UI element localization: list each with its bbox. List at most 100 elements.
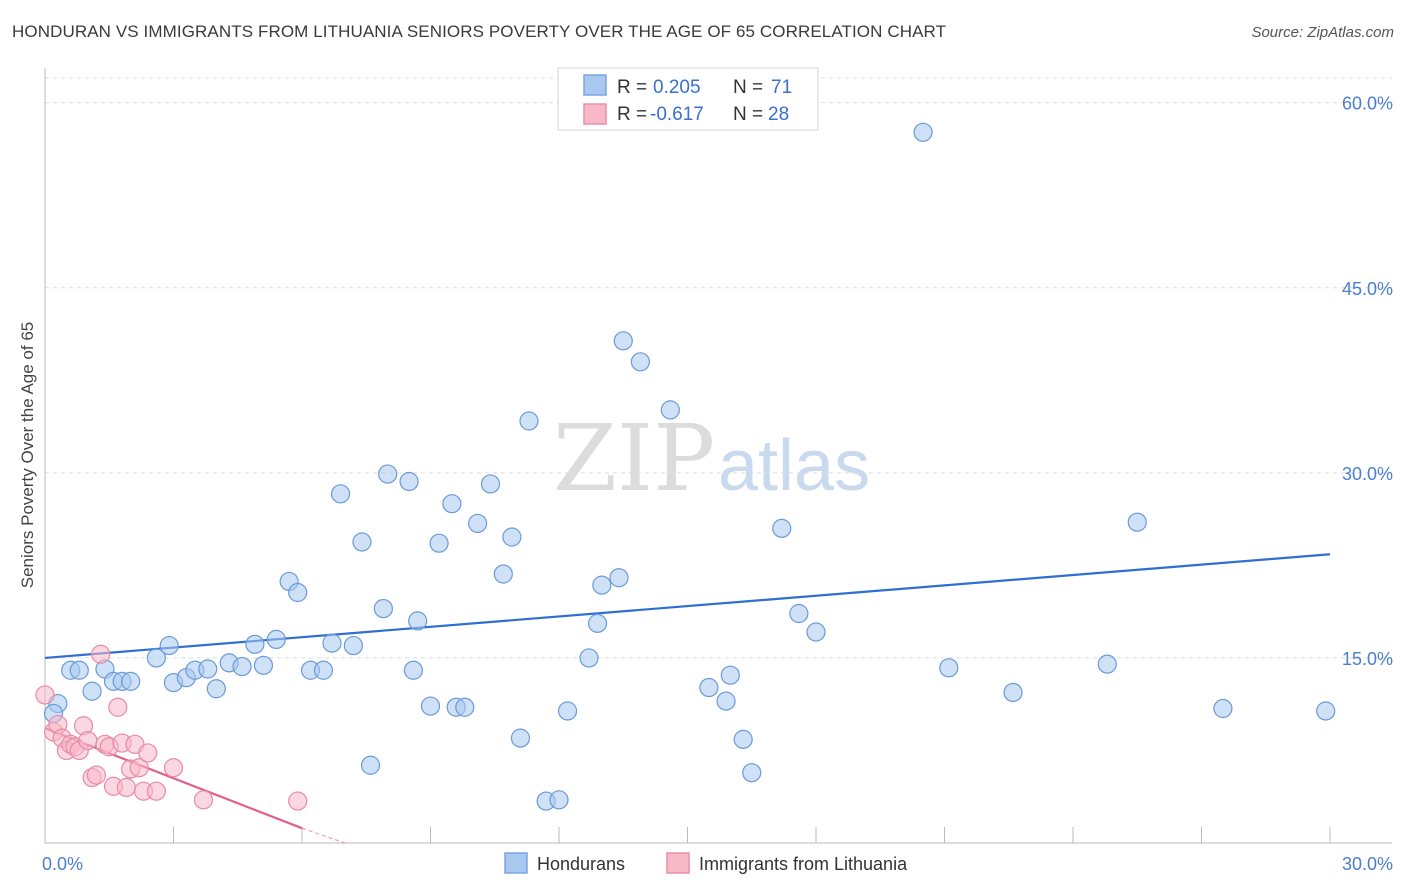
bottom-legend-swatch-lithuania [666,852,690,874]
point-s0-17 [245,634,265,654]
point-s0-33 [408,611,428,631]
legend-n-label-lithuania: N = [733,104,763,125]
point-s0-60 [772,518,792,538]
point-s1-21 [129,758,149,778]
point-s0-27 [352,532,372,552]
trend-lines [44,553,1331,844]
point-s0-18 [253,655,274,675]
point-s0-63 [913,122,933,142]
source-credit: Source: ZipAtlas.com [1251,24,1394,41]
point-s0-8 [146,648,166,668]
point-s0-52 [613,331,633,351]
point-s1-24 [146,781,166,801]
point-s0-44 [519,411,539,431]
point-s0-62 [806,622,826,642]
x-tick-label-max: 30.0% [1342,854,1393,874]
point-s0-36 [442,494,462,514]
bottom-legend-swatch-hondurans [504,852,528,874]
point-s1-12 [91,644,111,664]
legend-r-value-hondurans: 0.205 [653,77,701,98]
watermark-atlas: atlas [718,426,870,506]
point-s0-50 [592,575,612,595]
trend-line-dashed-1 [301,827,346,844]
point-s0-32 [403,660,423,680]
point-s1-25 [163,758,184,778]
point-s0-3 [82,681,102,701]
gridlines [45,77,1392,659]
legend-r-label-hondurans: R = [617,77,647,98]
point-s0-29 [373,598,393,619]
point-s1-23 [138,743,158,763]
point-s0-16 [232,656,252,677]
point-s0-69 [1316,701,1336,721]
legend: R = 0.205 N = 71 R = -0.617 N = 28 [557,67,819,131]
point-s0-19 [266,629,286,650]
point-s0-56 [716,691,736,711]
y-tick-label-15: 15.0% [1342,649,1393,669]
trend-line-0 [44,553,1331,660]
point-s1-27 [288,791,308,811]
tick-labels: 15.0% 30.0% 45.0% 60.0% 0.0% 30.0% [42,94,1393,874]
point-s0-38 [455,697,475,717]
point-s0-43 [510,728,531,748]
data-points [35,122,1336,811]
point-s0-59 [742,763,762,783]
point-s0-28 [360,755,381,775]
point-s1-26 [193,790,214,810]
point-s0-39 [468,513,488,534]
point-s0-40 [480,474,501,494]
point-s0-57 [720,665,740,685]
point-s0-31 [399,471,419,492]
bottom-legend-label-lithuania: Immigrants from Lithuania [699,854,908,874]
point-s0-14 [206,679,226,699]
point-s0-65 [1003,682,1023,703]
point-s0-23 [313,660,334,680]
point-s0-47 [557,701,578,721]
legend-n-label-hondurans: N = [733,77,763,98]
point-s1-0 [35,685,55,705]
x-tick-label-min: 0.0% [42,854,83,874]
point-s1-16 [108,697,128,717]
legend-swatch-lithuania [583,103,607,125]
bottom-legend: Hondurans Immigrants from Lithuania [504,852,908,874]
y-tick-label-60: 60.0% [1342,94,1393,114]
point-s0-61 [789,603,809,624]
point-s0-54 [660,400,680,420]
point-s0-41 [493,564,513,584]
point-s0-46 [549,790,569,810]
y-tick-label-45: 45.0% [1342,279,1393,299]
chart-title: HONDURAN VS IMMIGRANTS FROM LITHUANIA SE… [12,22,947,41]
point-s0-53 [630,352,650,372]
point-s0-26 [343,635,363,656]
point-s0-21 [288,582,308,603]
point-s0-55 [699,677,719,698]
point-s0-34 [420,696,441,716]
point-s0-51 [609,568,629,588]
legend-n-value-hondurans: 71 [771,77,792,98]
point-s0-66 [1097,654,1117,674]
y-axis-label: Seniors Poverty Over the Age of 65 [18,322,37,588]
point-s0-67 [1127,512,1147,532]
point-s1-18 [116,777,136,798]
legend-n-value-lithuania: 28 [768,104,789,125]
point-s0-9 [159,635,179,656]
point-s0-64 [939,658,959,678]
point-s0-35 [429,533,449,553]
point-s0-48 [579,648,599,668]
legend-r-value-lithuania: -0.617 [650,104,704,125]
bottom-legend-label-hondurans: Hondurans [537,854,625,874]
legend-r-label-lithuania: R = [617,104,647,125]
point-s0-42 [502,527,522,547]
point-s1-9 [78,730,98,751]
point-s0-24 [322,633,342,653]
point-s0-58 [733,729,753,749]
point-s1-11 [86,765,107,785]
point-s0-7 [121,671,141,691]
point-s0-2 [69,660,89,680]
point-s0-68 [1213,698,1233,719]
watermark-zip: ZIP [553,405,715,512]
y-tick-label-30: 30.0% [1342,464,1393,484]
point-s0-30 [378,464,398,484]
legend-swatch-hondurans [583,74,607,96]
